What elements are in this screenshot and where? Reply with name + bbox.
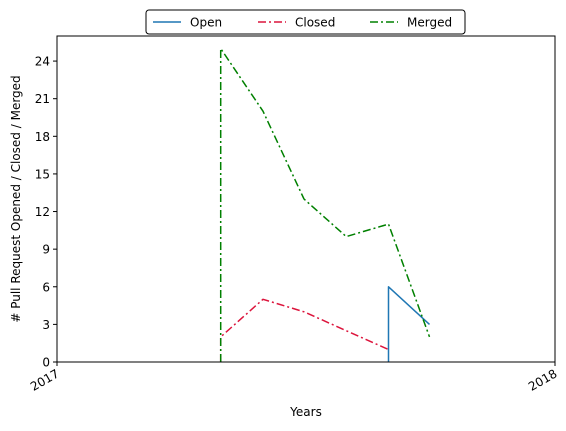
y-tick-label: 0 <box>42 356 50 370</box>
y-tick-label: 18 <box>35 130 50 144</box>
legend-label-merged: Merged <box>407 16 452 30</box>
y-tick-label: 21 <box>35 92 50 106</box>
y-tick-label: 15 <box>35 167 50 181</box>
y-tick-label: 6 <box>42 280 50 294</box>
y-tick-label: 9 <box>42 243 50 257</box>
legend-label-closed: Closed <box>295 16 335 30</box>
y-axis-ticks: 0 3 6 9 12 15 18 21 24 <box>35 55 57 370</box>
axes-frame <box>57 36 555 362</box>
y-tick-label: 3 <box>42 318 50 332</box>
series-line-closed <box>221 299 389 362</box>
series-line-open <box>389 287 430 362</box>
x-axis-ticks: 2017 2018 <box>28 362 559 394</box>
y-axis-label: # Pull Request Opened / Closed / Merged <box>9 75 23 322</box>
y-tick-label: 12 <box>35 205 50 219</box>
plot-lines <box>221 49 430 363</box>
series-line-merged <box>221 49 430 363</box>
legend: Open Closed Merged <box>146 10 465 34</box>
y-tick-label: 24 <box>35 55 50 69</box>
legend-label-open: Open <box>190 16 222 30</box>
x-axis-label: Years <box>289 405 322 419</box>
x-tick-label: 2018 <box>526 366 559 393</box>
x-tick-label: 2017 <box>28 366 61 393</box>
